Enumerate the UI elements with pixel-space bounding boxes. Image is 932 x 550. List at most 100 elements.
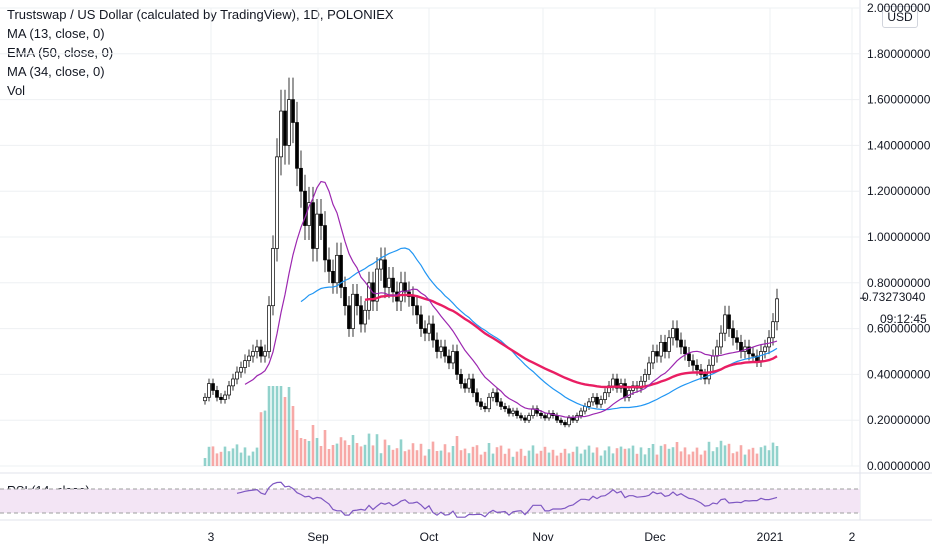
x-tick-label: Oct [420,530,439,544]
candle-body [431,323,435,341]
legend-ma13[interactable]: MA (13, close, 0) [7,26,105,41]
candle-body [591,396,595,403]
volume-bar [667,448,671,466]
volume-bar [695,447,699,466]
volume-bar [411,443,415,466]
volume-bar [295,430,299,466]
candle-body [735,337,739,343]
candle-body [263,351,267,357]
candle-body [755,355,759,362]
volume-bar [763,445,767,466]
volume-bar [583,449,587,466]
volume-bar [467,453,471,466]
volume-bar [307,441,311,466]
volume-bar [671,447,675,466]
candle-body [379,259,383,270]
volume-bar [647,448,651,466]
chart-title: Trustswap / US Dollar (calculated by Tra… [7,7,394,22]
candle-body [503,406,507,410]
volume-bar [327,449,331,466]
volume-bar [243,447,247,466]
volume-bar [387,445,391,466]
volume-bar [555,455,559,466]
candle-body [307,202,311,226]
volume-bar [499,445,503,466]
candle-body [375,268,379,302]
volume-bar [219,451,223,466]
legend-ma34[interactable]: MA (34, close, 0) [7,64,105,79]
volume-bar [547,452,551,466]
volume-bar [215,453,219,466]
volume-bar [279,386,283,466]
candle-body [207,383,211,398]
candle-body [331,271,335,284]
volume-bar [515,451,519,466]
volume-bar [427,449,431,466]
candle-body [483,406,487,410]
candle-body [575,415,579,421]
volume-bar [379,453,383,466]
volume-bar [731,453,735,466]
candle-body [639,380,643,389]
legend-ema50[interactable]: EMA (50, close, 0) [7,45,114,60]
volume-bar [267,386,271,466]
candle-body [355,293,359,307]
volume-bar [299,438,303,466]
candle-body [411,296,415,307]
y-tick-label: 0.80000000 [867,276,931,290]
candle-body [203,396,207,402]
volume-bar [719,440,723,466]
candle-body [463,383,467,389]
x-tick-label: 3 [208,530,215,544]
ma13-line [244,180,778,419]
y-tick-label: 0.60000000 [867,322,931,336]
candle-body [275,156,279,249]
volume-bar [487,443,491,466]
candle-body [339,254,343,288]
volume-bar [375,434,379,466]
currency-button[interactable]: USD [882,6,918,28]
volume-bar [559,452,563,466]
candle-body [643,374,647,382]
candle-body [611,378,615,387]
volume-bar [271,386,275,466]
candle-body [495,392,499,403]
volume-bar [339,437,343,466]
candle-body [507,408,511,414]
candle-body [691,360,695,366]
volume-bar [679,451,683,466]
volume-bar [419,443,423,466]
volume-bar [715,447,719,466]
volume-bar [643,454,647,466]
candle-body [567,417,571,426]
candle-body [655,351,659,357]
candle-body [571,417,575,421]
candle-body [715,346,719,357]
candle-body [535,408,539,414]
volume-bar [723,445,727,466]
volume-bar [751,447,755,466]
candle-body [435,339,439,352]
candle-body [215,390,219,398]
y-tick-label: 0.00000000 [867,459,931,473]
candle-body [267,305,271,352]
candle-body [471,378,475,394]
volume-bar [771,442,775,466]
candle-body [271,248,275,307]
candle-body [579,410,583,416]
candle-body [587,401,591,407]
volume-bar [251,451,255,466]
volume-bar [367,433,371,466]
candle-body [651,351,655,364]
candle-body [243,360,247,368]
last-price-label: 0.73273040 [862,290,926,304]
candle-body [427,323,431,334]
volume-bar [735,451,739,466]
volume-bar [595,447,599,466]
candle-body [367,282,371,311]
candle-body [559,419,563,423]
rsi-line [236,481,778,518]
legend-vol[interactable]: Vol [7,83,26,98]
volume-bar [687,454,691,466]
